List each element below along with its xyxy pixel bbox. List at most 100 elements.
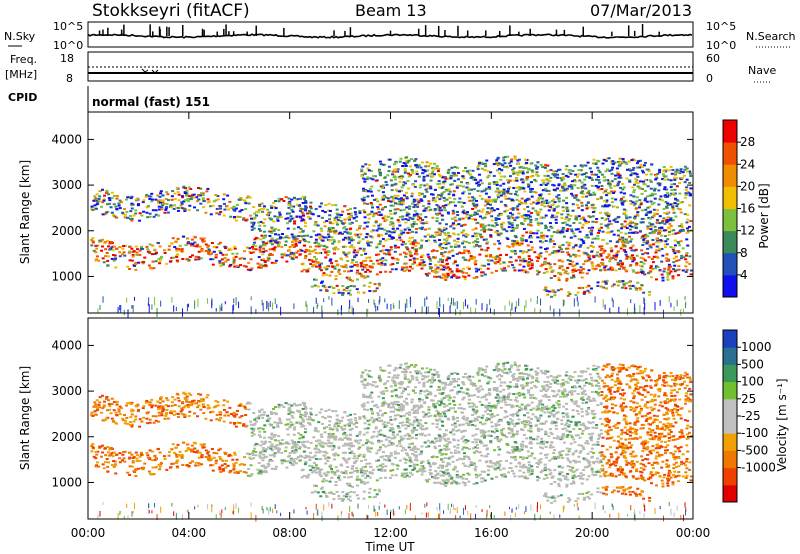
power-cell: [371, 236, 375, 239]
power-cell: [259, 220, 263, 223]
power-cell: [372, 175, 376, 178]
power-cell: [510, 199, 514, 202]
power-cell: [619, 199, 623, 202]
velocity-cell: [118, 452, 122, 455]
power-cell: [398, 216, 402, 219]
power-cell: [474, 263, 478, 266]
power-cell: [669, 218, 673, 221]
power-cell: [284, 196, 288, 199]
power-cell: [473, 240, 477, 243]
power-cell: [544, 214, 548, 217]
power-cell: [342, 251, 346, 254]
power-cell: [384, 232, 388, 235]
power-cell: [330, 270, 334, 273]
power-cell: [171, 190, 175, 193]
power-cell: [409, 255, 413, 258]
power-cell: [653, 189, 657, 192]
power-cell: [658, 230, 662, 233]
power-cell: [142, 261, 146, 264]
power-cell: [674, 215, 678, 218]
power-cell: [634, 177, 638, 180]
power-cell: [529, 218, 533, 221]
power-cell: [434, 268, 438, 271]
power-cell: [536, 166, 540, 169]
power-cell: [429, 187, 433, 190]
power-noise: [233, 304, 235, 311]
velocity-cell: [223, 451, 227, 454]
velocity-cell: [215, 452, 219, 455]
power-cell: [293, 222, 297, 225]
power-noise: [454, 302, 456, 306]
power-cell: [588, 193, 592, 196]
power-cell: [658, 182, 662, 185]
power-cell: [611, 267, 615, 270]
power-cell: [307, 212, 311, 215]
power-cell: [517, 203, 521, 206]
power-cell: [621, 203, 625, 206]
power-cell: [552, 245, 556, 248]
power-cell: [408, 259, 412, 262]
power-cell: [570, 192, 574, 195]
power-cell: [429, 235, 433, 238]
power-cell: [623, 192, 627, 195]
velocity-cell: [300, 455, 304, 458]
power-cell: [104, 191, 108, 194]
power-cell: [635, 196, 639, 199]
velocity-cell: [363, 482, 367, 485]
power-cell: [307, 216, 311, 219]
power-cell: [384, 259, 388, 262]
power-cell: [616, 234, 620, 237]
power-cell: [144, 195, 148, 198]
power-cell: [640, 236, 644, 239]
power-cell: [609, 247, 613, 250]
power-noise: [485, 308, 487, 312]
power-cell: [421, 172, 425, 175]
power-cell: [439, 258, 443, 261]
power-noise: [515, 300, 517, 310]
power-cell: [443, 238, 447, 241]
power-cell: [662, 166, 666, 169]
power-cell: [649, 200, 653, 203]
power-cell: [572, 276, 576, 279]
power-cell: [647, 271, 651, 274]
power-cell: [366, 244, 370, 247]
power-cell: [399, 229, 403, 232]
power-cell: [616, 216, 620, 219]
power-cell: [610, 201, 614, 204]
velocity-cell: [467, 473, 471, 476]
power-cell: [252, 251, 256, 254]
velocity-cell: [450, 482, 454, 485]
velocity-cell: [587, 462, 591, 465]
power-cell: [391, 200, 395, 203]
power-cell: [388, 209, 392, 212]
power-cell: [206, 251, 210, 254]
power-cell: [513, 219, 517, 222]
velocity-cell: [152, 473, 156, 476]
power-cell: [679, 240, 683, 243]
power-cell: [265, 213, 269, 216]
power-cell: [635, 213, 639, 216]
power-noise: [368, 299, 370, 303]
power-cell: [226, 194, 230, 197]
power-cell: [481, 217, 485, 220]
power-cell: [521, 166, 525, 169]
power-cell: [646, 247, 650, 250]
velocity-cell: [463, 482, 467, 485]
power-cell: [606, 192, 610, 195]
power-cell: [411, 246, 415, 249]
power-cell: [258, 224, 262, 227]
power-cell: [570, 187, 574, 190]
power-cell: [389, 248, 393, 251]
power-cell: [618, 281, 622, 284]
power-cell: [621, 246, 625, 249]
power-cell: [319, 269, 323, 272]
power-noise: [186, 304, 188, 312]
power-cell: [513, 249, 517, 252]
power-cell: [477, 161, 481, 164]
power-cell: [381, 245, 385, 248]
power-cell: [466, 266, 470, 269]
velocity-cell: [135, 457, 139, 460]
power-cell: [610, 172, 614, 175]
power-cell: [377, 227, 381, 230]
power-colorbar-tick-label: 8: [740, 246, 748, 260]
